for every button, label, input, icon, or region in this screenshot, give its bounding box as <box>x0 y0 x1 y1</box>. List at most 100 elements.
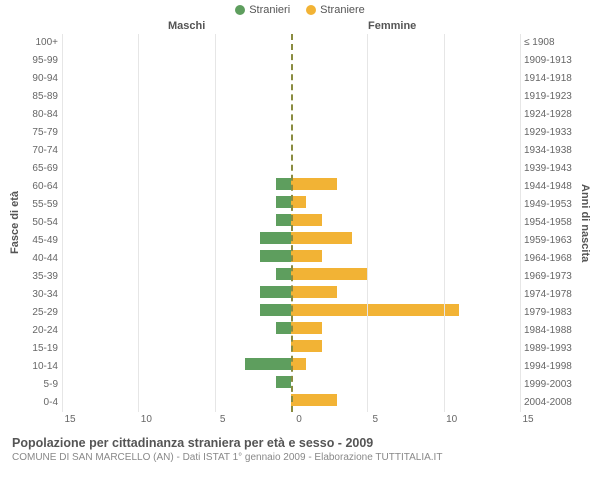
male-half <box>62 376 291 394</box>
bar-row <box>62 250 520 268</box>
age-label: 0-4 <box>26 394 58 412</box>
female-bar <box>291 322 322 334</box>
bar-row <box>62 142 520 160</box>
yaxis-left-title: Fasce di età <box>8 34 22 412</box>
male-half <box>62 322 291 340</box>
bar-row <box>62 340 520 358</box>
age-label: 45-49 <box>26 232 58 250</box>
birthyear-label: 1994-1998 <box>524 358 574 376</box>
female-bar <box>291 304 459 316</box>
male-bar <box>276 214 291 226</box>
age-label: 80-84 <box>26 106 58 124</box>
age-label: 25-29 <box>26 304 58 322</box>
birthyear-label: 1939-1943 <box>524 160 574 178</box>
male-half <box>62 214 291 232</box>
male-half <box>62 88 291 106</box>
male-bar <box>245 358 291 370</box>
bar-row <box>62 214 520 232</box>
female-half <box>291 160 520 178</box>
age-label: 65-69 <box>26 160 58 178</box>
birthyear-label: 1999-2003 <box>524 376 574 394</box>
birthyear-label: 1949-1953 <box>524 196 574 214</box>
female-half <box>291 88 520 106</box>
xtick-label: 15 <box>64 414 75 425</box>
female-bar <box>291 358 306 370</box>
age-label: 50-54 <box>26 214 58 232</box>
birthyear-label: 1944-1948 <box>524 178 574 196</box>
female-bar <box>291 178 337 190</box>
female-bar <box>291 268 367 280</box>
legend-item: Stranieri <box>235 4 290 16</box>
birthyear-label: 1909-1913 <box>524 52 574 70</box>
birthyear-label: 1914-1918 <box>524 70 574 88</box>
male-half <box>62 34 291 52</box>
legend-item: Straniere <box>306 4 365 16</box>
age-label: 10-14 <box>26 358 58 376</box>
male-bar <box>276 268 291 280</box>
xtick-label: 10 <box>141 414 152 425</box>
birthyear-label: ≤ 1908 <box>524 34 574 52</box>
female-half <box>291 232 520 250</box>
age-label: 70-74 <box>26 142 58 160</box>
male-half <box>62 52 291 70</box>
birthyear-label: 1924-1928 <box>524 106 574 124</box>
age-label: 40-44 <box>26 250 58 268</box>
female-bar <box>291 232 352 244</box>
age-label: 60-64 <box>26 178 58 196</box>
age-label: 90-94 <box>26 70 58 88</box>
chart-subtitle: COMUNE DI SAN MARCELLO (AN) - Dati ISTAT… <box>12 452 588 463</box>
age-label: 85-89 <box>26 88 58 106</box>
female-bar <box>291 340 322 352</box>
age-label: 30-34 <box>26 286 58 304</box>
male-half <box>62 268 291 286</box>
legend: Stranieri Straniere <box>8 0 592 20</box>
birthyear-label: 1959-1963 <box>524 232 574 250</box>
yaxis-left-labels: 100+95-9990-9485-8980-8475-7970-7465-696… <box>22 34 62 412</box>
female-half <box>291 286 520 304</box>
section-label-female: Femmine <box>368 20 416 32</box>
gridline <box>62 34 63 412</box>
age-label: 20-24 <box>26 322 58 340</box>
female-half <box>291 394 520 412</box>
male-half <box>62 340 291 358</box>
female-half <box>291 376 520 394</box>
bar-row <box>62 178 520 196</box>
birthyear-label: 1969-1973 <box>524 268 574 286</box>
female-half <box>291 268 520 286</box>
bar-row <box>62 322 520 340</box>
male-bar <box>276 376 291 388</box>
section-label-male: Maschi <box>168 20 205 32</box>
plot-area <box>62 34 520 412</box>
female-half <box>291 196 520 214</box>
bar-row <box>62 196 520 214</box>
female-half <box>291 34 520 52</box>
female-bar <box>291 214 322 226</box>
male-bar <box>260 304 291 316</box>
age-label: 35-39 <box>26 268 58 286</box>
male-half <box>62 232 291 250</box>
age-label: 15-19 <box>26 340 58 358</box>
birthyear-label: 1954-1958 <box>524 214 574 232</box>
bar-row <box>62 88 520 106</box>
bar-rows <box>62 34 520 412</box>
age-label: 55-59 <box>26 196 58 214</box>
bar-row <box>62 304 520 322</box>
age-label: 75-79 <box>26 124 58 142</box>
male-half <box>62 160 291 178</box>
gridline <box>367 34 368 412</box>
female-half <box>291 106 520 124</box>
female-half <box>291 340 520 358</box>
female-half <box>291 178 520 196</box>
xtick-label: 15 <box>522 414 533 425</box>
xtick-label: 0 <box>296 414 302 425</box>
male-half <box>62 142 291 160</box>
chart-container: Stranieri Straniere Maschi Femmine Fasce … <box>0 0 600 500</box>
gridline <box>215 34 216 412</box>
bar-row <box>62 268 520 286</box>
bar-row <box>62 286 520 304</box>
female-half <box>291 250 520 268</box>
bar-row <box>62 376 520 394</box>
female-half <box>291 304 520 322</box>
male-half <box>62 250 291 268</box>
age-label: 95-99 <box>26 52 58 70</box>
